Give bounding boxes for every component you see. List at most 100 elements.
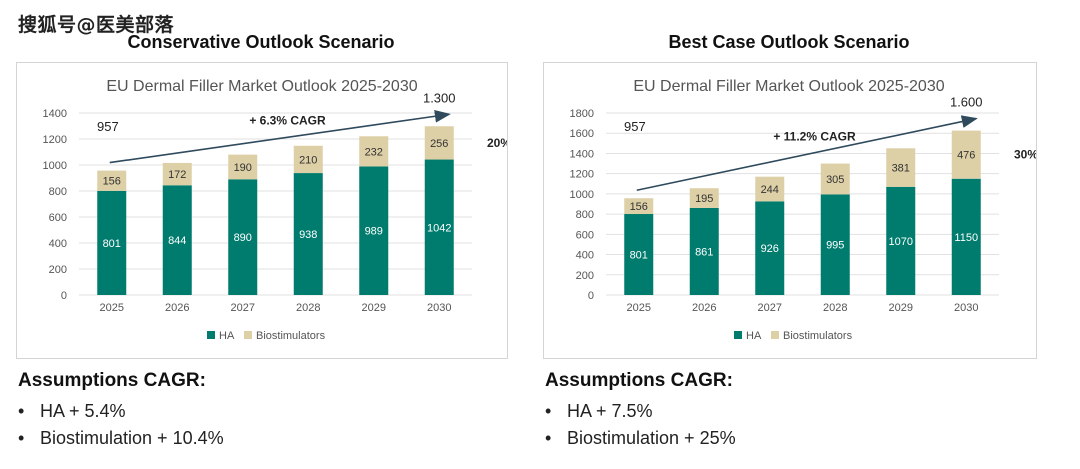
y-tick-label: 1400: [570, 148, 594, 160]
assumption-text: Biostimulation + 25%: [567, 428, 736, 448]
chart-svg: EU Dermal Filler Market Outlook 2025-203…: [570, 78, 1036, 342]
bar-ha: [624, 214, 654, 295]
legend-label-ha: HA: [746, 330, 762, 342]
share-label: 20%: [487, 136, 507, 150]
y-tick-label: 1200: [570, 169, 594, 181]
trend-arrow: [109, 109, 451, 164]
bar-biostimulators: [162, 162, 192, 186]
bar-ha: [951, 178, 981, 295]
bar-ha: [755, 201, 785, 295]
data-label-ha: 1070: [889, 236, 913, 248]
cagr-label: + 11.2% CAGR: [773, 129, 856, 143]
bar-biostimulators: [424, 126, 454, 160]
x-tick-label: 2026: [692, 302, 716, 314]
assumption-text: HA + 5.4%: [40, 401, 126, 421]
data-label-biostimulators: 305: [826, 174, 844, 186]
x-tick-label: 2025: [100, 302, 124, 314]
data-label-biostimulators: 381: [892, 163, 910, 175]
assumptions-list: • HA + 5.4% • Biostimulation + 10.4%: [18, 398, 224, 452]
scenario-title: Conservative Outlook Scenario: [127, 32, 395, 52]
y-tick-label: 1800: [570, 108, 594, 120]
y-tick-label: 400: [49, 238, 67, 250]
start-total-label: 957: [624, 119, 646, 134]
bar-ha: [293, 173, 323, 295]
data-label-biostimulators: 210: [299, 154, 317, 166]
y-tick-label: 400: [576, 250, 594, 262]
x-tick-label: 2030: [954, 302, 978, 314]
y-tick-label: 0: [61, 290, 67, 302]
bar-biostimulators: [228, 154, 258, 180]
bar-ha: [162, 185, 192, 295]
data-label-ha: 1042: [427, 222, 451, 234]
data-label-ha: 890: [234, 232, 252, 244]
y-tick-label: 1000: [43, 160, 67, 172]
chart-title: EU Dermal Filler Market Outlook 2025-203…: [106, 78, 417, 95]
data-label-ha: 989: [365, 226, 383, 238]
chart-panel: EU Dermal Filler Market Outlook 2025-203…: [16, 62, 508, 359]
data-label-biostimulators: 244: [761, 184, 779, 196]
y-tick-label: 600: [576, 229, 594, 241]
scenario-title: Best Case Outlook Scenario: [668, 32, 910, 52]
bar-ha: [820, 194, 850, 295]
bar-biostimulators: [820, 163, 850, 195]
assumptions-list: • HA + 7.5% • Biostimulation + 25%: [545, 398, 736, 452]
bar-biostimulators: [951, 130, 981, 179]
y-tick-label: 0: [588, 290, 594, 302]
assumption-item: • Biostimulation + 25%: [545, 428, 736, 448]
legend-swatch-ha: [734, 331, 742, 339]
x-tick-label: 2027: [758, 302, 782, 314]
chart-panel: EU Dermal Filler Market Outlook 2025-203…: [543, 62, 1037, 359]
data-label-ha: 844: [168, 235, 186, 247]
y-tick-label: 1600: [570, 128, 594, 140]
bar-biostimulators: [97, 170, 127, 191]
data-label-biostimulators: 476: [957, 150, 975, 162]
x-tick-label: 2027: [231, 302, 255, 314]
bar-biostimulators: [293, 145, 323, 174]
assumption-item: • HA + 5.4%: [18, 401, 126, 421]
y-tick-label: 1400: [43, 108, 67, 120]
legend-label-biostimulators: Biostimulators: [256, 330, 326, 342]
cagr-label: + 6.3% CAGR: [249, 113, 326, 127]
x-tick-label: 2029: [362, 302, 386, 314]
data-label-biostimulators: 156: [103, 176, 121, 188]
legend-label-biostimulators: Biostimulators: [783, 330, 853, 342]
data-label-biostimulators: 232: [365, 146, 383, 158]
y-tick-label: 200: [576, 270, 594, 282]
start-total-label: 957: [97, 119, 119, 134]
x-tick-label: 2026: [165, 302, 189, 314]
watermark-text: 搜狐号@医美部落: [18, 14, 175, 36]
data-label-ha: 801: [630, 250, 648, 262]
data-label-biostimulators: 256: [430, 138, 448, 150]
data-label-biostimulators: 190: [234, 162, 252, 174]
assumptions-title: Assumptions CAGR:: [545, 370, 733, 391]
data-label-biostimulators: 195: [695, 193, 713, 205]
y-tick-label: 200: [49, 264, 67, 276]
bar-biostimulators: [624, 198, 654, 215]
data-label-ha: 926: [761, 243, 779, 255]
x-tick-label: 2025: [627, 302, 651, 314]
x-tick-label: 2028: [296, 302, 320, 314]
bar-biostimulators: [886, 148, 916, 187]
y-tick-label: 800: [576, 209, 594, 221]
bar-ha: [689, 207, 719, 295]
y-tick-label: 1000: [570, 189, 594, 201]
bar-biostimulators: [689, 188, 719, 208]
assumption-text: Biostimulation + 10.4%: [40, 428, 224, 448]
data-label-ha: 861: [695, 246, 713, 258]
y-tick-label: 800: [49, 186, 67, 198]
legend-swatch-ha: [207, 331, 215, 339]
trend-arrow: [636, 115, 978, 192]
y-tick-label: 600: [49, 212, 67, 224]
data-label-ha: 995: [826, 240, 844, 252]
end-total-label: 1.300: [423, 90, 456, 105]
end-total-label: 1.600: [950, 95, 983, 110]
bar-ha: [97, 190, 127, 295]
bar-biostimulators: [755, 176, 785, 202]
chart-svg: EU Dermal Filler Market Outlook 2025-203…: [43, 78, 507, 342]
bar-ha: [886, 186, 916, 295]
assumption-item: • Biostimulation + 10.4%: [18, 428, 224, 448]
data-label-biostimulators: 156: [630, 201, 648, 213]
data-label-biostimulators: 172: [168, 169, 186, 181]
y-tick-label: 1200: [43, 134, 67, 146]
bar-ha: [359, 166, 389, 295]
